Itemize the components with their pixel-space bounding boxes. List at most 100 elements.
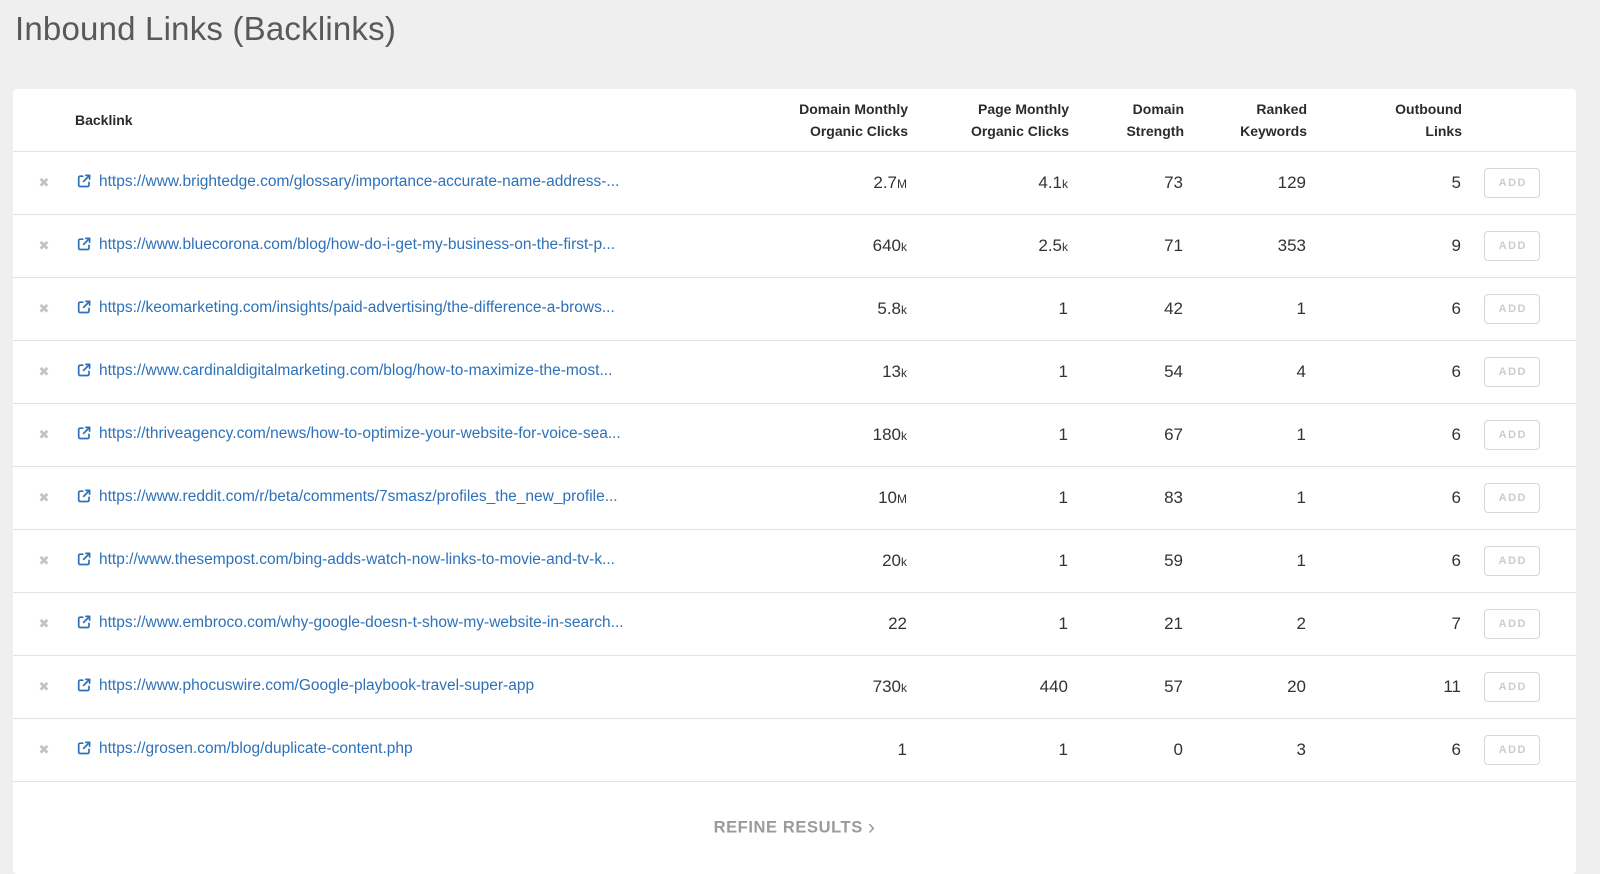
table-body: ✖ https://www.brightedge.com/glossary/im… bbox=[13, 151, 1576, 781]
column-header-backlink[interactable]: Backlink bbox=[75, 112, 133, 128]
remove-icon[interactable]: ✖ bbox=[38, 743, 50, 758]
add-button[interactable]: ADD bbox=[1484, 168, 1540, 198]
external-link-icon bbox=[76, 425, 92, 446]
ranked-keywords-value: 1 bbox=[1184, 403, 1307, 467]
column-header-page-monthly-organic-clicks[interactable]: Page Monthly Organic Clicks bbox=[908, 89, 1069, 152]
column-header-outbound-links[interactable]: Outbound Links bbox=[1307, 89, 1462, 152]
column-header-remove bbox=[13, 89, 75, 152]
domain-strength-value: 54 bbox=[1069, 340, 1184, 404]
chevron-right-icon: › bbox=[867, 816, 876, 839]
domain-strength-value: 0 bbox=[1069, 718, 1184, 781]
backlink-url[interactable]: https://thriveagency.com/news/how-to-opt… bbox=[99, 424, 621, 442]
refine-results-link[interactable]: REFINE RESULTS › bbox=[714, 816, 876, 840]
domain-strength-value: 71 bbox=[1069, 214, 1184, 278]
outbound-links-value: 5 bbox=[1307, 151, 1462, 215]
remove-icon[interactable]: ✖ bbox=[38, 617, 50, 632]
table-row: ✖ https://www.reddit.com/r/beta/comments… bbox=[13, 466, 1576, 530]
remove-icon[interactable]: ✖ bbox=[38, 554, 50, 569]
backlink-url[interactable]: https://www.embroco.com/why-google-doesn… bbox=[99, 613, 624, 631]
page-monthly-organic-clicks-value: 440 bbox=[908, 655, 1069, 719]
table-row: ✖ https://grosen.com/blog/duplicate-cont… bbox=[13, 718, 1576, 781]
remove-icon[interactable]: ✖ bbox=[38, 365, 50, 380]
ranked-keywords-value: 1 bbox=[1184, 466, 1307, 530]
external-link-icon bbox=[76, 299, 92, 320]
page-monthly-organic-clicks-value: 1 bbox=[908, 466, 1069, 530]
table-row: ✖ https://www.phocuswire.com/Google-play… bbox=[13, 655, 1576, 719]
domain-monthly-organic-clicks-value: 1 bbox=[708, 718, 908, 781]
header-line: Links bbox=[1425, 123, 1462, 139]
ranked-keywords-value: 129 bbox=[1184, 151, 1307, 215]
remove-icon[interactable]: ✖ bbox=[38, 302, 50, 317]
add-button[interactable]: ADD bbox=[1484, 483, 1540, 513]
ranked-keywords-value: 20 bbox=[1184, 655, 1307, 719]
add-button[interactable]: ADD bbox=[1484, 357, 1540, 387]
header-line: Outbound bbox=[1395, 101, 1462, 117]
outbound-links-value: 6 bbox=[1307, 277, 1462, 341]
ranked-keywords-value: 3 bbox=[1184, 718, 1307, 781]
outbound-links-value: 6 bbox=[1307, 466, 1462, 530]
domain-monthly-organic-clicks-value: 22 bbox=[708, 592, 908, 656]
remove-icon[interactable]: ✖ bbox=[38, 176, 50, 191]
domain-strength-value: 57 bbox=[1069, 655, 1184, 719]
backlink-url[interactable]: https://www.reddit.com/r/beta/comments/7… bbox=[99, 487, 618, 505]
backlink-url[interactable]: http://www.thesempost.com/bing-adds-watc… bbox=[99, 550, 615, 568]
column-header-domain-strength[interactable]: Domain Strength bbox=[1069, 89, 1184, 152]
domain-monthly-organic-clicks-value: 730k bbox=[708, 655, 908, 719]
ranked-keywords-value: 1 bbox=[1184, 277, 1307, 341]
table-row: ✖ https://thriveagency.com/news/how-to-o… bbox=[13, 403, 1576, 467]
column-header-domain-monthly-organic-clicks[interactable]: Domain Monthly Organic Clicks bbox=[708, 89, 908, 152]
domain-monthly-organic-clicks-value: 13k bbox=[708, 340, 908, 404]
backlink-url[interactable]: https://grosen.com/blog/duplicate-conten… bbox=[99, 739, 413, 757]
backlinks-table: Backlink Domain Monthly Organic Clicks Pa… bbox=[13, 89, 1576, 781]
backlinks-card: Backlink Domain Monthly Organic Clicks Pa… bbox=[13, 89, 1576, 874]
backlink-url[interactable]: https://www.cardinaldigitalmarketing.com… bbox=[99, 361, 613, 379]
external-link-icon bbox=[76, 236, 92, 257]
remove-icon[interactable]: ✖ bbox=[38, 680, 50, 695]
page-title: Inbound Links (Backlinks) bbox=[15, 10, 397, 47]
table-row: ✖ https://www.embroco.com/why-google-doe… bbox=[13, 592, 1576, 656]
column-header-ranked-keywords[interactable]: Ranked Keywords bbox=[1184, 89, 1307, 152]
table-row: ✖ https://www.brightedge.com/glossary/im… bbox=[13, 151, 1576, 215]
table-row: ✖ https://www.bluecorona.com/blog/how-do… bbox=[13, 214, 1576, 278]
remove-icon[interactable]: ✖ bbox=[38, 239, 50, 254]
header-line: Page Monthly bbox=[977, 101, 1069, 117]
external-link-icon bbox=[76, 488, 92, 509]
add-button[interactable]: ADD bbox=[1484, 231, 1540, 261]
domain-monthly-organic-clicks-value: 20k bbox=[708, 529, 908, 593]
add-button[interactable]: ADD bbox=[1484, 546, 1540, 576]
ranked-keywords-value: 2 bbox=[1184, 592, 1307, 656]
add-button[interactable]: ADD bbox=[1484, 420, 1540, 450]
domain-monthly-organic-clicks-value: 180k bbox=[708, 403, 908, 467]
table-header-row: Backlink Domain Monthly Organic Clicks Pa… bbox=[13, 89, 1576, 152]
backlink-url[interactable]: https://www.bluecorona.com/blog/how-do-i… bbox=[99, 235, 616, 253]
table-row: ✖ https://keomarketing.com/insights/paid… bbox=[13, 277, 1576, 341]
outbound-links-value: 6 bbox=[1307, 529, 1462, 593]
backlink-url[interactable]: https://keomarketing.com/insights/paid-a… bbox=[99, 298, 615, 316]
remove-icon[interactable]: ✖ bbox=[38, 491, 50, 506]
outbound-links-value: 6 bbox=[1307, 340, 1462, 404]
domain-monthly-organic-clicks-value: 10M bbox=[708, 466, 908, 530]
header-line: Domain bbox=[1132, 101, 1184, 117]
page-monthly-organic-clicks-value: 1 bbox=[908, 340, 1069, 404]
outbound-links-value: 7 bbox=[1307, 592, 1462, 656]
outbound-links-value: 9 bbox=[1307, 214, 1462, 278]
refine-results-label: REFINE RESULTS bbox=[713, 818, 863, 837]
header-line: Ranked bbox=[1256, 101, 1307, 117]
outbound-links-value: 11 bbox=[1307, 655, 1462, 719]
backlink-url[interactable]: https://www.phocuswire.com/Google-playbo… bbox=[99, 676, 535, 694]
add-button[interactable]: ADD bbox=[1484, 735, 1540, 765]
backlink-url[interactable]: https://www.brightedge.com/glossary/impo… bbox=[99, 172, 620, 190]
page-monthly-organic-clicks-value: 2.5k bbox=[908, 214, 1069, 278]
outbound-links-value: 6 bbox=[1307, 718, 1462, 781]
domain-monthly-organic-clicks-value: 640k bbox=[708, 214, 908, 278]
ranked-keywords-value: 353 bbox=[1184, 214, 1307, 278]
add-button[interactable]: ADD bbox=[1484, 672, 1540, 702]
page-monthly-organic-clicks-value: 1 bbox=[908, 592, 1069, 656]
header-line: Domain Monthly bbox=[799, 101, 908, 117]
add-button[interactable]: ADD bbox=[1484, 294, 1540, 324]
add-button[interactable]: ADD bbox=[1484, 609, 1540, 639]
domain-strength-value: 21 bbox=[1069, 592, 1184, 656]
domain-strength-value: 42 bbox=[1069, 277, 1184, 341]
remove-icon[interactable]: ✖ bbox=[38, 428, 50, 443]
